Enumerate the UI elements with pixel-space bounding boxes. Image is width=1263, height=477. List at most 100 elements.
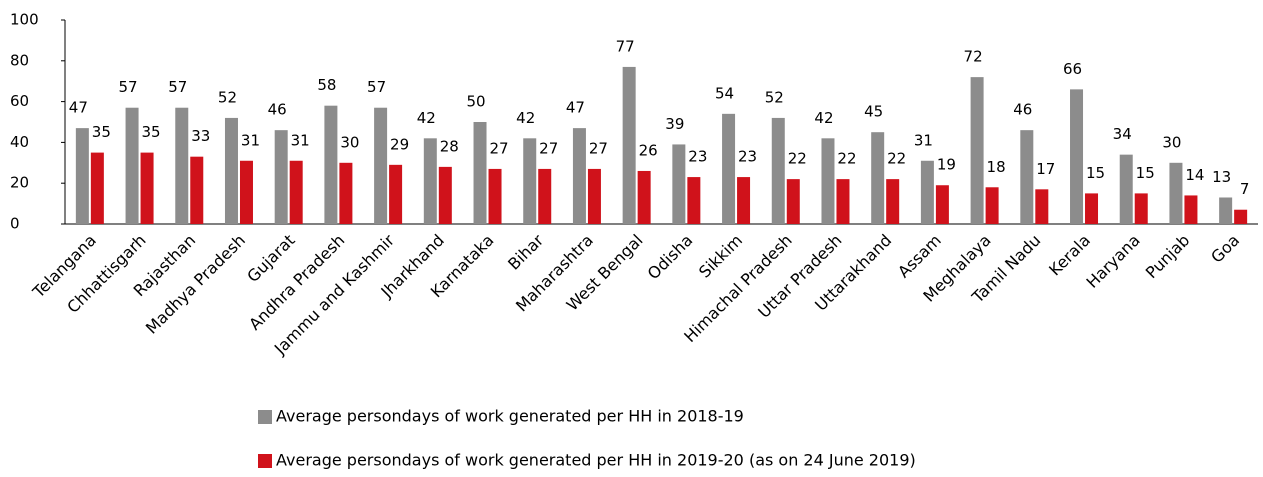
bar	[175, 107, 189, 224]
data-label: 39	[665, 115, 684, 133]
data-label: 42	[516, 109, 535, 127]
bar	[538, 168, 552, 224]
bar	[637, 170, 651, 224]
data-label: 22	[788, 150, 807, 168]
data-label: 26	[639, 141, 658, 159]
bar	[125, 107, 139, 224]
bar	[488, 168, 502, 224]
data-label: 29	[390, 135, 409, 153]
data-label: 57	[367, 78, 386, 96]
data-label: 13	[1212, 168, 1231, 186]
data-label: 22	[837, 150, 856, 168]
data-label: 35	[142, 123, 161, 141]
bar	[672, 144, 686, 224]
bar	[239, 160, 253, 224]
data-label: 22	[887, 150, 906, 168]
data-label: 66	[1063, 60, 1082, 78]
bar	[1234, 209, 1248, 224]
bar	[190, 156, 204, 224]
data-label: 17	[1036, 160, 1055, 178]
data-label: 58	[317, 76, 336, 94]
bar	[224, 117, 238, 224]
bar	[75, 128, 89, 224]
bar	[622, 66, 636, 224]
bar	[1169, 162, 1183, 224]
data-label: 27	[539, 139, 558, 157]
y-tick-label: 100	[10, 11, 39, 29]
data-label: 35	[92, 123, 111, 141]
data-label: 72	[964, 48, 983, 66]
data-label: 14	[1185, 166, 1204, 184]
y-tick-label: 20	[10, 174, 29, 192]
data-label: 77	[616, 37, 635, 55]
bar	[985, 187, 999, 224]
bar	[438, 166, 452, 224]
data-label: 15	[1086, 164, 1105, 182]
data-label: 52	[765, 88, 784, 106]
bar	[935, 185, 949, 224]
data-label: 42	[814, 109, 833, 127]
bar	[970, 77, 984, 225]
bar	[572, 128, 586, 224]
x-tick-label: Punjab	[1142, 231, 1194, 283]
bar	[339, 162, 353, 224]
bar	[771, 117, 785, 224]
bar	[821, 138, 835, 224]
x-tick-label: Haryana	[1082, 231, 1143, 292]
x-tick-label: Odisha	[644, 231, 697, 284]
data-label: 23	[738, 148, 757, 166]
bar	[1219, 197, 1233, 224]
data-label: 57	[119, 78, 138, 96]
data-label: 19	[937, 156, 956, 174]
data-label: 47	[566, 99, 585, 117]
x-tick-label: Bihar	[504, 230, 547, 273]
data-label: 27	[489, 139, 508, 157]
bar	[722, 113, 736, 224]
data-label: 54	[715, 84, 734, 102]
data-label: 47	[69, 99, 88, 117]
data-label: 33	[191, 127, 210, 145]
bar	[1070, 89, 1084, 224]
bar	[374, 107, 388, 224]
bar	[737, 177, 751, 224]
bar	[1184, 195, 1198, 224]
bar	[1035, 189, 1049, 224]
legend-swatch	[258, 454, 272, 468]
data-label: 23	[688, 148, 707, 166]
bar	[920, 160, 934, 224]
data-label: 28	[440, 137, 459, 155]
bar	[1119, 154, 1133, 224]
legend-swatch	[258, 410, 272, 424]
data-label: 52	[218, 88, 237, 106]
bar	[886, 179, 900, 224]
data-label: 27	[589, 139, 608, 157]
data-label: 31	[291, 131, 310, 149]
data-label: 50	[466, 93, 485, 111]
data-label: 46	[1013, 101, 1032, 119]
bar	[871, 132, 885, 224]
bar	[523, 138, 537, 224]
bar	[786, 179, 800, 224]
bar	[423, 138, 437, 224]
legend-label: Average persondays of work generated per…	[276, 407, 744, 426]
x-tick-label: Goa	[1207, 231, 1243, 267]
data-label: 34	[1113, 125, 1132, 143]
bar	[687, 177, 701, 224]
data-label: 18	[987, 158, 1006, 176]
bar	[140, 152, 154, 224]
y-tick-label: 60	[10, 92, 29, 110]
bar	[389, 164, 403, 224]
data-label: 42	[417, 109, 436, 127]
data-label: 46	[268, 101, 287, 119]
data-label: 31	[241, 131, 260, 149]
bar	[1085, 193, 1099, 224]
bar	[587, 168, 601, 224]
bar	[836, 179, 850, 224]
bar	[1020, 130, 1034, 224]
x-tick-label: Kerala	[1045, 231, 1094, 280]
y-tick-label: 0	[10, 215, 20, 233]
data-label: 57	[168, 78, 187, 96]
bar	[289, 160, 303, 224]
bar	[473, 122, 487, 224]
